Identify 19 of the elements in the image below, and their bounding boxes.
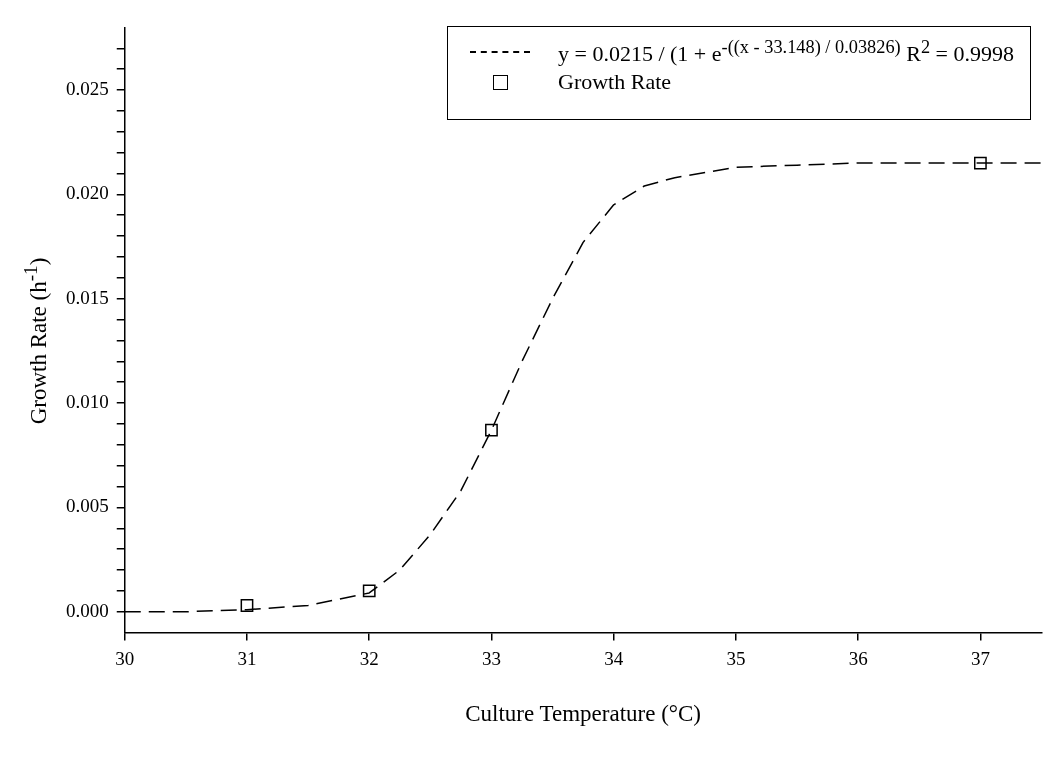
- point: [240, 599, 254, 612]
- y-tick-label: 0.025: [66, 77, 109, 99]
- y-tick-label: 0.000: [66, 599, 109, 621]
- x-tick-label: 35: [726, 647, 746, 669]
- point: [485, 423, 498, 437]
- y-tick-label: 0.010: [66, 391, 109, 413]
- x-tick-label: 37: [970, 647, 990, 669]
- y-tick-label: 0.020: [66, 182, 109, 204]
- x-tick-label: 33: [481, 647, 501, 669]
- y-tick-label: 0.015: [66, 286, 109, 308]
- legend-label: y = 0.0215 / (1 + e$^{-((x - 33.148) / 0.03826)}$ R$^{2}$ = 0.9998: [558, 36, 1014, 68]
- x-tick-label: 31: [237, 647, 257, 669]
- x-tick-label: 34: [604, 647, 624, 669]
- x-tick-label: 36: [848, 647, 868, 669]
- y-tick-label: 0.005: [66, 495, 109, 517]
- legend-label: Growth Rate: [558, 69, 672, 95]
- x-tick-label: 30: [115, 647, 135, 669]
- x-tick-label: 32: [359, 647, 379, 669]
- x-axis-title: Culture Temperature (°C): [465, 701, 702, 727]
